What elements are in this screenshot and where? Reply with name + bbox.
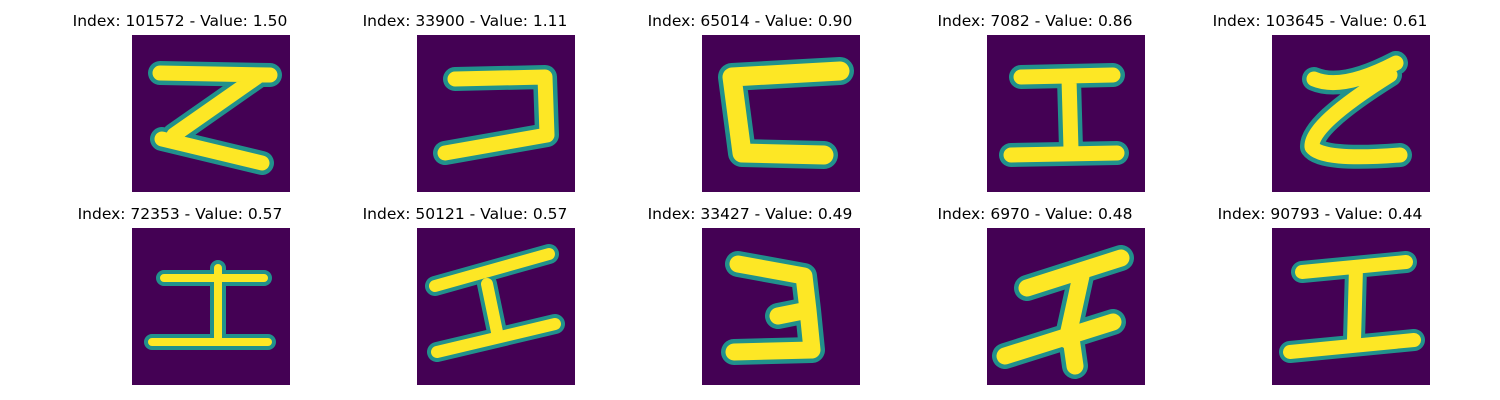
image-panel-10: Index: 90793 - Value: 0.44 xyxy=(1170,193,1470,393)
image-panel-2: Index: 33900 - Value: 1.11 xyxy=(315,0,615,200)
panel-title: Index: 101572 - Value: 1.50 xyxy=(72,12,288,30)
panel-title: Index: 72353 - Value: 0.57 xyxy=(77,205,283,223)
slanted-i-shape-icon xyxy=(987,228,1145,385)
image-panel-3: Index: 65014 - Value: 0.90 xyxy=(600,0,900,200)
image-panel-1: Index: 101572 - Value: 1.50 xyxy=(30,0,330,200)
three-shape-icon xyxy=(702,228,860,385)
image-panel-8: Index: 33427 - Value: 0.49 xyxy=(600,193,900,393)
panel-title: Index: 50121 - Value: 0.57 xyxy=(362,205,568,223)
image-panel-7: Index: 50121 - Value: 0.57 xyxy=(315,193,615,393)
slanted-i-shape-icon xyxy=(417,228,575,385)
i-beam-shape-icon xyxy=(132,228,290,385)
panel-title: Index: 90793 - Value: 0.44 xyxy=(1217,205,1423,223)
i-beam-shape-icon xyxy=(987,35,1145,192)
panel-title: Index: 6970 - Value: 0.48 xyxy=(937,205,1133,223)
panel-title: Index: 33427 - Value: 0.49 xyxy=(647,205,853,223)
c-shape-icon xyxy=(702,35,860,192)
panel-title: Index: 33900 - Value: 1.11 xyxy=(362,12,568,30)
panel-title: Index: 7082 - Value: 0.86 xyxy=(937,12,1133,30)
panel-title: Index: 65014 - Value: 0.90 xyxy=(647,12,853,30)
image-panel-9: Index: 6970 - Value: 0.48 xyxy=(885,193,1185,393)
image-panel-4: Index: 7082 - Value: 0.86 xyxy=(885,0,1185,200)
z-shape-icon xyxy=(132,35,290,192)
reversed-c-shape-icon xyxy=(417,35,575,192)
i-beam-shape-icon xyxy=(1272,228,1430,385)
curved-z-shape-icon xyxy=(1272,35,1430,192)
panel-title: Index: 103645 - Value: 0.61 xyxy=(1212,12,1428,30)
image-panel-6: Index: 72353 - Value: 0.57 xyxy=(30,193,330,393)
image-panel-5: Index: 103645 - Value: 0.61 xyxy=(1170,0,1470,200)
